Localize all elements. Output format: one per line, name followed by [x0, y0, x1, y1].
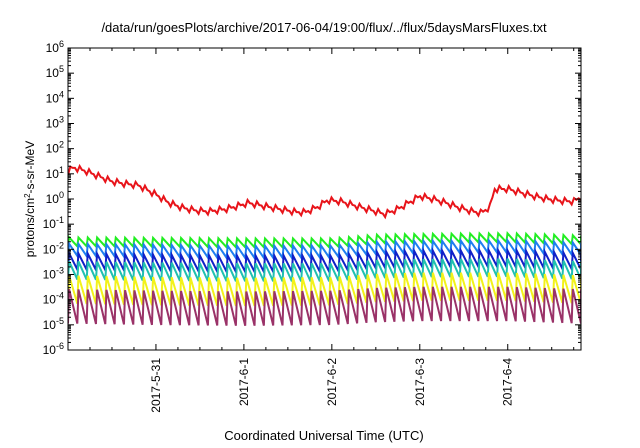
y-tick-label: 10-6 — [43, 341, 64, 357]
y-tick-label: 104 — [46, 89, 64, 105]
plot-frame — [67, 47, 582, 351]
x-tick-label: 2017-6-1 — [237, 358, 251, 406]
y-axis-label: protons/cm2-s-sr-MeV — [23, 141, 38, 257]
series-line-6 — [68, 286, 581, 326]
series-line-2 — [68, 237, 581, 261]
y-tick-label: 103 — [46, 115, 64, 131]
y-tick-label: 10-3 — [43, 266, 64, 282]
series-line-5 — [68, 272, 581, 307]
y-tick-label: 105 — [46, 64, 64, 80]
y-tick-label: 10-4 — [43, 291, 64, 307]
x-tick-label: 2017-6-3 — [413, 358, 427, 406]
x-axis-label: Coordinated Universal Time (UTC) — [224, 428, 423, 443]
x-axis: 2017-5-31 2017-6-1 2017-6-2 2017-6-3 2017-6-… — [89, 48, 575, 413]
series-layer — [68, 163, 581, 326]
y-tick-label: 101 — [46, 165, 64, 181]
y-axis-label-rest: -s-sr-MeV — [23, 141, 37, 194]
chart-title: /data/run/goesPlots/archive/2017-06-04/1… — [101, 20, 547, 35]
x-tick-label: 2017-5-31 — [149, 358, 163, 413]
x-tick-label: 2017-6-4 — [501, 358, 515, 406]
series-line-3 — [68, 246, 581, 276]
y-tick-label: 106 — [46, 39, 64, 55]
y-tick-label: 10-1 — [43, 215, 64, 231]
y-tick-label: 100 — [46, 190, 64, 206]
y-tick-label: 10-2 — [43, 240, 64, 256]
y-axis-label-sup: 2 — [23, 193, 32, 198]
y-axis-label-base: protons/cm — [23, 198, 37, 257]
series-line-0 — [68, 163, 581, 220]
y-tick-label: 10-5 — [43, 316, 64, 332]
y-tick-label: 102 — [46, 140, 64, 156]
series-line-4 — [68, 258, 581, 282]
x-tick-label: 2017-6-2 — [325, 358, 339, 406]
